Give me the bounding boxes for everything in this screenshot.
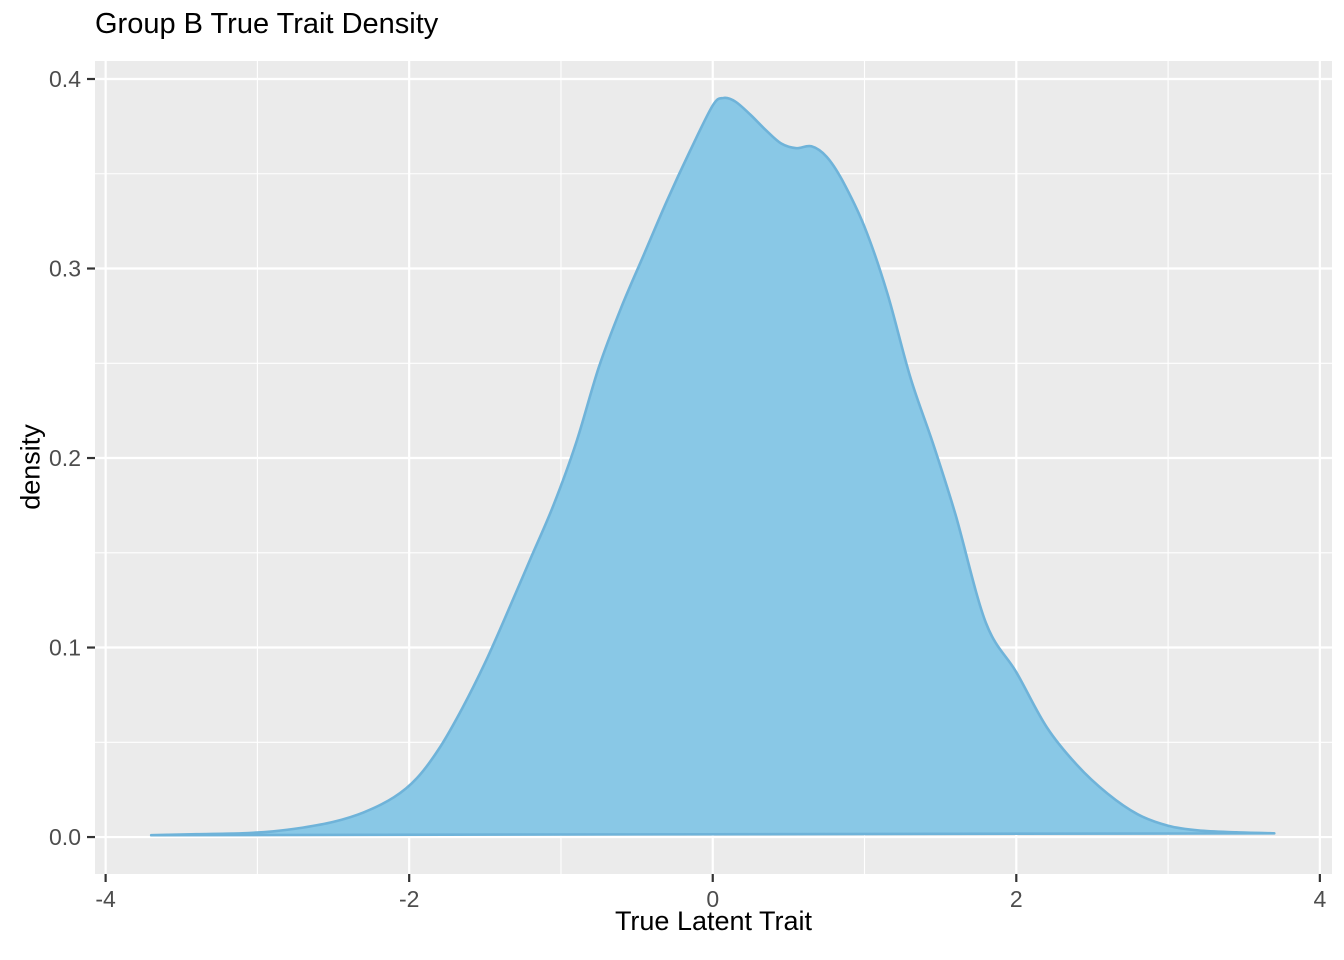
- y-tick-label: 0.4: [49, 66, 81, 92]
- x-tick-label: -4: [95, 886, 116, 912]
- plot-title: Group B True Trait Density: [95, 8, 439, 40]
- x-tick-label: 4: [1313, 886, 1326, 912]
- x-tick-label: 0: [706, 886, 719, 912]
- y-tick-label: 0.0: [49, 824, 81, 850]
- y-axis-title: density: [15, 424, 46, 510]
- x-tick-label: 2: [1010, 886, 1023, 912]
- x-tick-label: -2: [399, 886, 419, 912]
- y-tick-label: 0.2: [49, 445, 81, 471]
- density-area: [149, 96, 1276, 837]
- y-tick-label: 0.1: [49, 635, 81, 661]
- x-axis-title: True Latent Trait: [614, 906, 813, 936]
- y-tick-label: 0.3: [49, 256, 81, 282]
